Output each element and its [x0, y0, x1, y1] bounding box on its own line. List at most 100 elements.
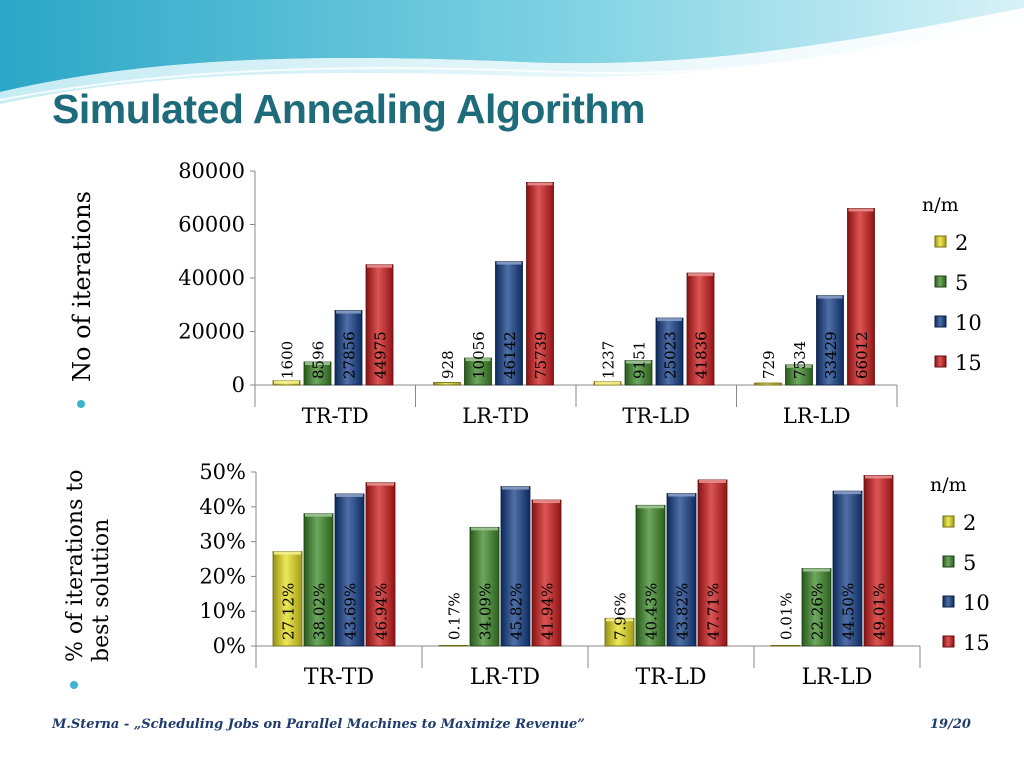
- legend-swatch: [934, 355, 947, 368]
- x-tick-label: TR-LD: [636, 665, 707, 690]
- legend-label: 15: [963, 631, 990, 655]
- bar: [832, 490, 863, 647]
- bar-highlight: [533, 500, 560, 504]
- header-wave-decoration: [0, 0, 1024, 104]
- bar-highlight: [817, 295, 843, 299]
- data-label: 40.43%: [643, 583, 661, 640]
- legend-title: n/m: [930, 474, 967, 496]
- slide-title: Simulated Annealing Algorithm: [52, 86, 645, 132]
- y-tick-label: 40000: [178, 266, 245, 290]
- bar-highlight: [834, 491, 861, 495]
- bar-highlight: [502, 486, 529, 490]
- y-tick-label: 0%: [213, 634, 246, 658]
- data-label: 38.02%: [311, 583, 329, 640]
- bar: [500, 486, 531, 647]
- y-tick-label: 10%: [199, 599, 246, 623]
- data-label: 22.26%: [809, 583, 827, 640]
- legend-swatch: [942, 555, 955, 568]
- x-tick-label: LR-LD: [802, 665, 873, 690]
- bar: [526, 181, 554, 386]
- bar-highlight: [305, 362, 330, 366]
- bar-highlight: [803, 568, 830, 572]
- bar: [365, 264, 394, 386]
- bar-highlight: [274, 380, 299, 384]
- bar-highlight: [274, 551, 301, 555]
- bullet-icon: [77, 400, 85, 408]
- y-tick-label: 40%: [199, 495, 246, 519]
- bar-highlight: [465, 358, 491, 362]
- data-label: 45.82%: [508, 583, 526, 640]
- bar-highlight: [657, 318, 682, 322]
- data-label: 44.50%: [840, 583, 858, 640]
- x-tick-label: LR-LD: [783, 404, 851, 428]
- bar-highlight: [336, 493, 363, 497]
- bar: [495, 261, 523, 386]
- x-tick-label: TR-LD: [622, 404, 690, 428]
- bar-highlight: [367, 482, 394, 486]
- y-tick-label: 50%: [199, 460, 246, 484]
- bar-highlight: [595, 381, 620, 385]
- bar: [754, 382, 782, 386]
- data-label: 47.71%: [705, 583, 723, 640]
- legend-swatch: [942, 635, 955, 648]
- data-label: 25023: [662, 331, 680, 379]
- data-label: 1600: [279, 341, 297, 379]
- data-label: 41836: [693, 331, 711, 379]
- legend-label: 10: [963, 591, 990, 615]
- x-tick-label: LR-TD: [470, 665, 540, 690]
- bar: [469, 526, 500, 647]
- page-number: 19/20: [930, 717, 971, 732]
- bar: [635, 504, 666, 647]
- bar: [655, 317, 684, 386]
- bar: [303, 513, 334, 647]
- data-label: 44975: [372, 331, 390, 379]
- data-label: 10056: [470, 331, 488, 379]
- bar: [531, 499, 562, 647]
- bar: [847, 208, 875, 386]
- data-label: 7534: [791, 341, 809, 379]
- bar-highlight: [786, 364, 812, 368]
- y-tick-label: 20000: [178, 320, 245, 344]
- legend-label: 10: [955, 311, 982, 335]
- legend-swatch: [934, 315, 947, 328]
- bar-highlight: [637, 505, 664, 509]
- data-label: 43.69%: [342, 583, 360, 640]
- bar: [438, 645, 469, 647]
- bar-highlight: [336, 310, 361, 314]
- legend-swatch: [934, 235, 947, 248]
- data-label: 729: [760, 350, 778, 379]
- x-tick-label: TR-TD: [302, 404, 369, 428]
- data-label: 46.94%: [373, 583, 391, 640]
- data-label: 1237: [600, 341, 618, 379]
- bar-highlight: [606, 618, 633, 622]
- y-tick-label: 80000: [178, 159, 245, 183]
- data-label: 0.01%: [778, 592, 796, 640]
- bar-highlight: [848, 208, 874, 212]
- legend-swatch: [942, 515, 955, 528]
- data-label: 0.17%: [446, 592, 464, 640]
- bar-highlight: [865, 475, 892, 479]
- data-label: 27856: [341, 331, 359, 379]
- bar: [272, 551, 303, 647]
- legend-label: 5: [963, 551, 976, 575]
- bar: [464, 357, 492, 386]
- data-label: 43.82%: [674, 583, 692, 640]
- data-label: 75739: [532, 331, 550, 379]
- data-label: 66012: [853, 331, 871, 379]
- bar-highlight: [367, 264, 392, 268]
- data-label: 33429: [822, 331, 840, 379]
- data-label: 49.01%: [871, 583, 889, 640]
- data-label: 46142: [501, 331, 519, 379]
- data-label: 27.12%: [280, 583, 298, 640]
- data-label: 8596: [310, 341, 328, 379]
- data-label: 34.09%: [477, 583, 495, 640]
- data-label: 9151: [631, 341, 649, 379]
- bar: [365, 482, 396, 647]
- bar-highlight: [305, 513, 332, 517]
- bar-highlight: [626, 360, 651, 364]
- legend-label: 15: [955, 351, 982, 375]
- bar-highlight: [527, 182, 553, 186]
- bar: [863, 475, 894, 647]
- legend-label: 5: [955, 271, 968, 295]
